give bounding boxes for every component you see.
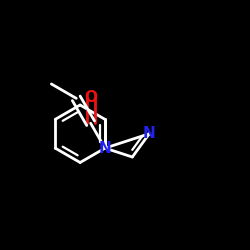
Text: N: N <box>143 126 156 141</box>
Text: O: O <box>84 90 97 106</box>
Text: N: N <box>99 140 112 156</box>
